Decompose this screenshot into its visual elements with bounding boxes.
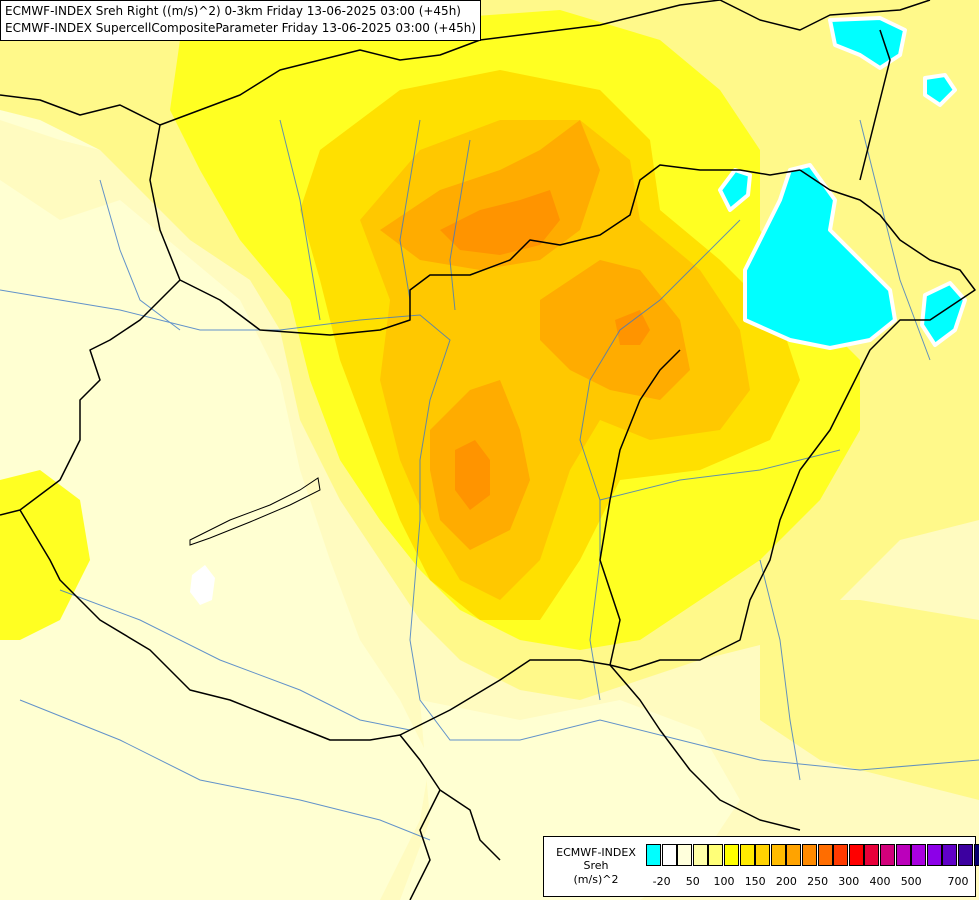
river-drava (59, 589, 411, 731)
cyan-patch-small-ne (923, 73, 957, 107)
legend-swatch (724, 844, 739, 866)
legend-unit: (m/s)^2 (573, 873, 619, 886)
legend-tick-label: 500 (900, 875, 922, 888)
orange-dark-north (440, 190, 560, 255)
color-legend: ECMWF-INDEX Sreh (m/s)^2 -20 50 100 150 200 2… (543, 836, 979, 897)
border-moldova (859, 29, 891, 181)
yellow-west-strip (0, 470, 90, 640)
legend-swatch (802, 844, 817, 866)
negative-helicity-patches (718, 16, 967, 350)
pale-region-west (0, 180, 430, 900)
orange-dark-east (615, 310, 650, 345)
border-hungary-croatia (19, 509, 501, 861)
orange-field-east (540, 260, 690, 400)
legend-swatch (646, 844, 661, 866)
legend-swatch (770, 844, 786, 866)
legend-swatch (926, 844, 942, 866)
river-danube (0, 289, 979, 771)
border-romania-serbia (609, 664, 801, 831)
legend-tick-label: 100 (713, 875, 735, 888)
legend-swatch (692, 844, 708, 866)
legend-swatch (911, 844, 927, 866)
legend-tick-label: 50 (685, 875, 700, 888)
legend-tick-label: 250 (807, 875, 829, 888)
legend-tick-label: -20 (652, 875, 671, 888)
legend-swatch (817, 844, 833, 866)
river-tisza (579, 219, 741, 701)
border-slovakia-poland (159, 0, 721, 126)
legend-swatch (786, 844, 802, 866)
legend-swatch (708, 844, 724, 866)
legend-swatch (864, 844, 880, 866)
legend-swatch (880, 844, 895, 866)
legend-swatch (755, 844, 771, 866)
legend-swatch (973, 844, 979, 866)
border-hungary-romania (599, 349, 681, 666)
legend-swatch (942, 844, 958, 866)
river-sava (19, 699, 431, 841)
title-line-scp: ECMWF-INDEX SupercellCompositeParameter … (5, 21, 477, 35)
rivers (0, 119, 979, 841)
white-spot (190, 565, 215, 605)
map-title-box: ECMWF-INDEX Sreh Right ((m/s)^2) 0-3km F… (0, 0, 482, 41)
river-vah (399, 119, 421, 301)
lake-balaton (189, 477, 321, 546)
border-ukraine-romania (609, 169, 976, 671)
title-line-sreh: ECMWF-INDEX Sreh Right ((m/s)^2) 0-3km F… (5, 4, 461, 18)
legend-swatch (661, 844, 677, 866)
border-hungary-serbia (399, 659, 611, 736)
river-maros (599, 449, 841, 501)
legend-swatch (677, 844, 693, 866)
legend-tick-label: 150 (744, 875, 766, 888)
river-olt (759, 559, 801, 781)
border-north-east (719, 0, 931, 31)
legend-tick-label: 200 (775, 875, 797, 888)
legend-swatch (833, 844, 849, 866)
legend-swatch (739, 844, 755, 866)
legend-swatch (895, 844, 911, 866)
legend-variable: Sreh (583, 859, 609, 872)
river-west (99, 179, 181, 331)
border-czech-slovakia-north (0, 94, 801, 336)
legend-tick-label: 400 (869, 875, 891, 888)
cyan-patch-mid (718, 168, 752, 212)
river-hron (449, 139, 471, 311)
legend-swatch (958, 844, 973, 866)
river-morava (279, 119, 321, 321)
cyan-patch-east (920, 281, 967, 347)
orange-dark-south (455, 440, 490, 510)
border-austria-hungary (0, 279, 181, 516)
light-yellow-east (760, 600, 979, 800)
cyan-patch-large (743, 163, 897, 350)
legend-tick-label: 300 (838, 875, 860, 888)
legend-model: ECMWF-INDEX (556, 846, 636, 859)
legend-swatch (848, 844, 864, 866)
border-serbia-west (409, 789, 441, 900)
legend-tick-label: 700 (947, 875, 969, 888)
